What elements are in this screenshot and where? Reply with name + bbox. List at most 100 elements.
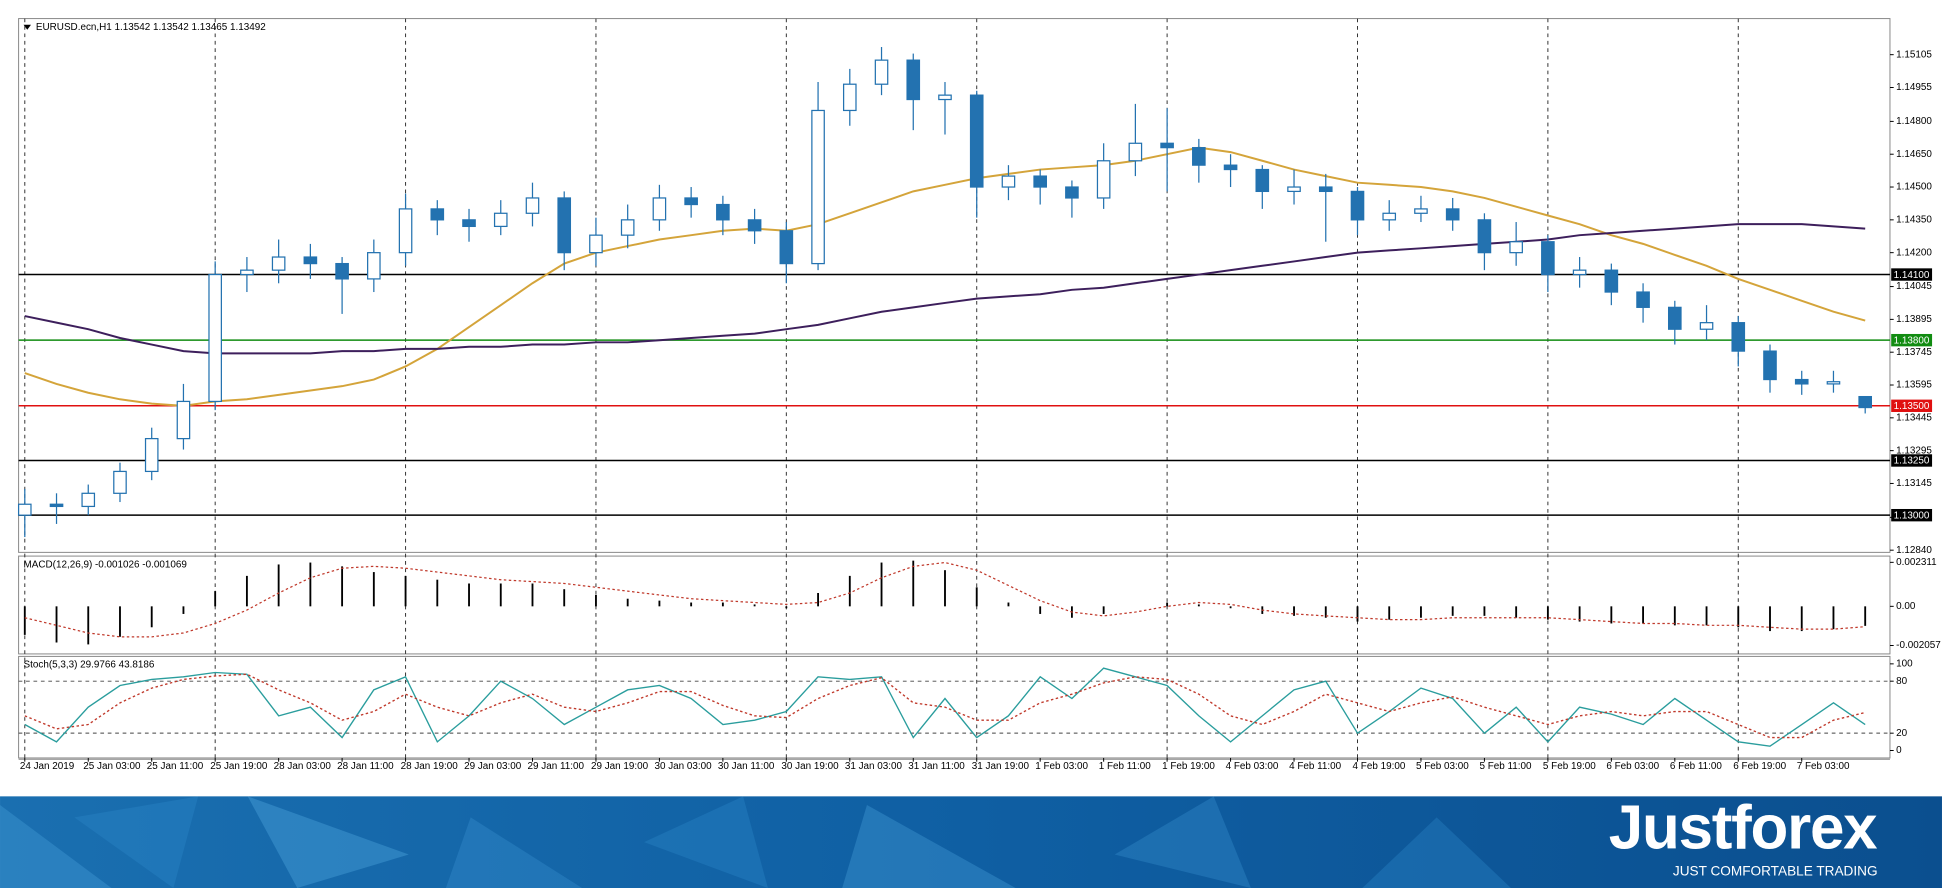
- candle-body: [652, 197, 667, 221]
- candle-body: [271, 256, 286, 271]
- candle-body: [1192, 147, 1206, 166]
- x-tick-label: 31 Jan 03:00: [845, 761, 903, 772]
- y-tick-label: 1.13745: [1896, 347, 1932, 358]
- x-tick-label: 1 Feb 11:00: [1099, 761, 1152, 772]
- candle-body: [1382, 212, 1397, 221]
- candle-body: [1287, 186, 1301, 193]
- candle-body: [747, 219, 762, 232]
- y-tick-label: 0.002311: [1896, 557, 1937, 568]
- candle-body: [1160, 142, 1174, 149]
- level-label: 1.14100: [1894, 270, 1930, 281]
- y-tick-label: 1.13595: [1896, 380, 1932, 391]
- y-tick-label: 1.14200: [1896, 247, 1932, 258]
- candle-body: [557, 197, 572, 254]
- y-tick-label: -0.002057: [1896, 640, 1941, 651]
- candle-body: [1858, 395, 1873, 409]
- panel-title: Stoch(5,3,3) 29.9766 43.8186: [24, 660, 155, 671]
- x-tick-label: 24 Jan 2019: [20, 761, 75, 772]
- candle-body: [398, 208, 413, 254]
- candle-body: [716, 203, 730, 221]
- panel-frame: [18, 18, 1891, 553]
- candle-body: [493, 212, 508, 228]
- banner-shapes: [0, 796, 1511, 888]
- candle-body: [144, 437, 159, 473]
- candle-body: [1001, 175, 1016, 188]
- candle-body: [1445, 208, 1460, 221]
- y-tick-label: 1.13295: [1896, 445, 1932, 456]
- level-label: 1.13800: [1894, 335, 1930, 346]
- candle-body: [1731, 322, 1746, 352]
- brand-tagline: JUST COMFORTABLE TRADING: [1673, 863, 1878, 878]
- candle-body: [620, 219, 635, 236]
- y-tick-label: 1.14650: [1896, 149, 1932, 160]
- stoch-line: [24, 673, 1866, 739]
- candle-body: [589, 234, 603, 254]
- level-label-box: [1891, 333, 1933, 347]
- dropdown-icon: [23, 24, 31, 30]
- x-tick-label: 30 Jan 11:00: [718, 761, 775, 772]
- candle-body: [1509, 241, 1523, 254]
- y-tick-label: 1.13145: [1896, 478, 1932, 489]
- level-label-box: [1891, 268, 1933, 281]
- candle-body: [1255, 168, 1270, 193]
- y-tick-label: 1.13895: [1896, 314, 1932, 325]
- x-tick-label: 28 Jan 11:00: [337, 761, 394, 772]
- x-tick-label: 4 Feb 11:00: [1289, 761, 1342, 772]
- candle-body: [1477, 219, 1492, 254]
- banner: [0, 796, 1942, 888]
- panel-frame: [18, 655, 1891, 759]
- y-tick-label: 20: [1896, 728, 1908, 739]
- candle-body: [81, 492, 96, 508]
- candle-body: [1223, 164, 1238, 171]
- x-tick-label: 29 Jan 19:00: [591, 761, 649, 772]
- candle-body: [684, 197, 698, 206]
- level-label: 1.13000: [1894, 510, 1930, 521]
- y-tick-label: 1.14500: [1896, 182, 1932, 193]
- y-tick-label: 1.14350: [1896, 214, 1932, 225]
- candle-body: [240, 269, 254, 276]
- x-tick-label: 29 Jan 11:00: [528, 761, 585, 772]
- x-tick-label: 5 Feb 03:00: [1416, 761, 1469, 772]
- x-tick-label: 25 Jan 03:00: [83, 761, 141, 772]
- x-tick-label: 30 Jan 19:00: [781, 761, 839, 772]
- candle-body: [525, 197, 540, 214]
- x-tick-label: 31 Jan 19:00: [972, 761, 1030, 772]
- level-label: 1.13250: [1894, 456, 1930, 467]
- x-tick-label: 25 Jan 11:00: [147, 761, 204, 772]
- y-tick-label: 1.14045: [1896, 281, 1932, 292]
- x-tick-label: 4 Feb 19:00: [1353, 761, 1406, 772]
- candle-body: [1065, 186, 1079, 199]
- stoch-line: [24, 667, 1866, 747]
- candle-body: [1414, 208, 1428, 214]
- candle-body: [176, 400, 191, 440]
- candle-body: [462, 219, 476, 228]
- y-tick-label: 80: [1896, 676, 1908, 687]
- y-tick-label: 1.13445: [1896, 412, 1932, 423]
- level-label-box: [1891, 508, 1933, 522]
- x-tick-label: 28 Jan 03:00: [274, 761, 332, 772]
- candle-body: [1763, 350, 1777, 381]
- candle-body: [811, 109, 825, 265]
- candle-body: [49, 503, 64, 508]
- x-tick-label: 6 Feb 19:00: [1733, 761, 1786, 772]
- level-label-box: [1891, 454, 1933, 467]
- candle-body: [938, 94, 952, 101]
- chart-title: EURUSD.ecn,H1 1.13542 1.13542 1.13465 1.…: [36, 22, 266, 33]
- panel-frame: [18, 555, 1891, 655]
- x-tick-label: 6 Feb 11:00: [1670, 761, 1723, 772]
- x-tick-label: 30 Jan 03:00: [654, 761, 712, 772]
- x-tick-label: 6 Feb 03:00: [1606, 761, 1659, 772]
- candle-body: [1667, 306, 1682, 330]
- level-label-box: [1891, 399, 1933, 412]
- x-tick-label: 5 Feb 19:00: [1543, 761, 1596, 772]
- y-tick-label: 100: [1896, 658, 1913, 669]
- candle-body: [208, 273, 222, 403]
- x-tick-label: 7 Feb 03:00: [1797, 761, 1850, 772]
- moving-average: [24, 146, 1866, 407]
- candle-body: [969, 94, 984, 188]
- candle-body: [1699, 322, 1714, 330]
- candle-body: [1128, 142, 1143, 162]
- y-tick-label: 1.12840: [1896, 545, 1932, 556]
